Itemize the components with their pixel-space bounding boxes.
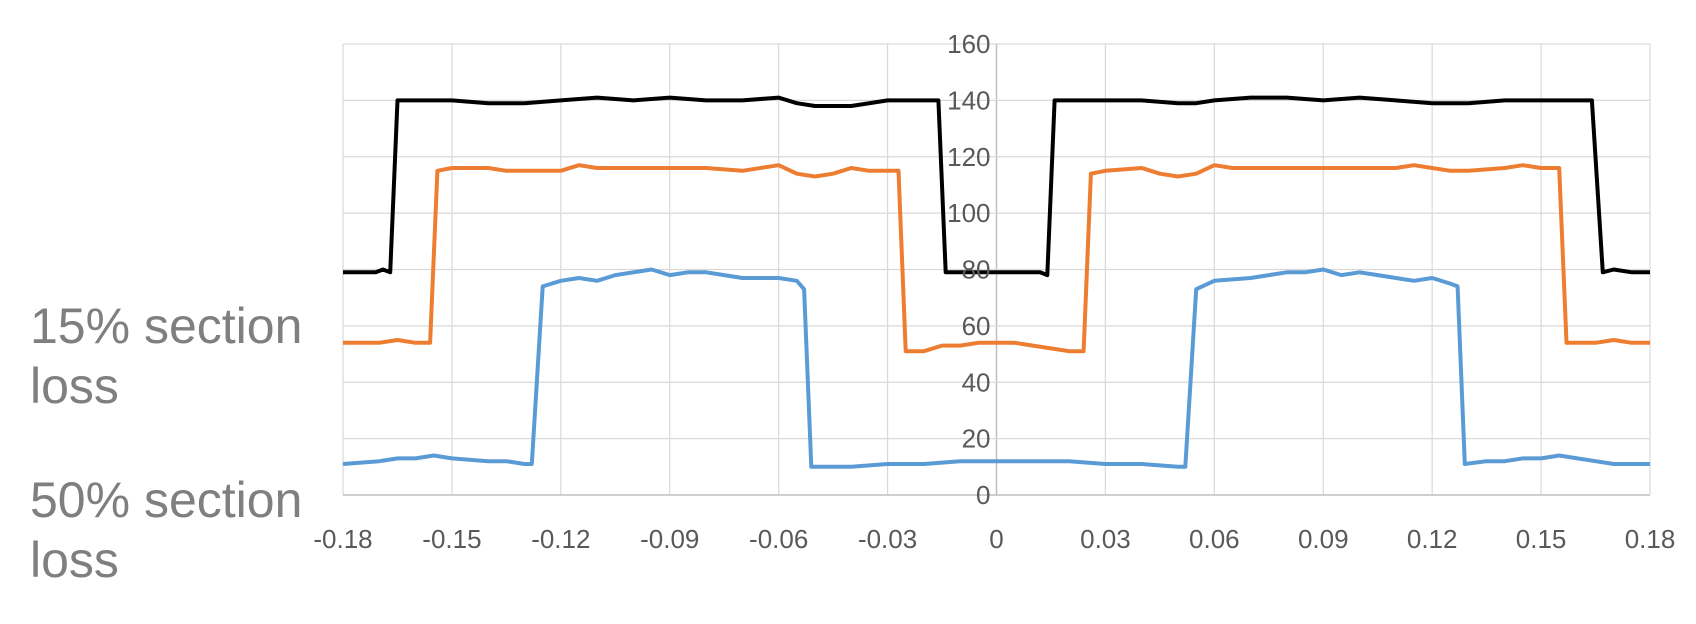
section-loss-label-15: 15% section loss: [30, 298, 303, 414]
y-tick-label: 120: [947, 142, 990, 172]
y-tick-label: 40: [962, 367, 991, 397]
y-tick-label: 20: [962, 424, 991, 454]
series-line-3: [342, 267, 1650, 469]
x-tick-label: -0.06: [749, 524, 808, 554]
series-group: [342, 95, 1650, 469]
x-tick-label: 0.15: [1516, 524, 1567, 554]
y-tick-label: 100: [947, 198, 990, 228]
y-axis: 0 20 40 60 80 100 120 140 160: [947, 29, 990, 510]
x-tick-label: 0.12: [1407, 524, 1458, 554]
y-tick-label: 160: [947, 29, 990, 59]
x-tick-label: -0.18: [313, 524, 372, 554]
y-tick-label: 80: [962, 255, 991, 285]
x-tick-label: 0.06: [1189, 524, 1240, 554]
x-tick-label: 0.03: [1080, 524, 1131, 554]
x-tick-label: -0.12: [531, 524, 590, 554]
x-tick-label: -0.09: [640, 524, 699, 554]
y-tick-label: 60: [962, 311, 991, 341]
y-tick-label: 0: [976, 480, 990, 510]
series-line-1: [343, 95, 1650, 278]
x-tick-label: 0.18: [1625, 524, 1676, 554]
x-tick-label: -0.03: [858, 524, 917, 554]
series-line-2: [343, 163, 1650, 354]
x-tick-label: 0.09: [1298, 524, 1349, 554]
x-tick-label: 0: [989, 524, 1003, 554]
x-tick-label: -0.15: [422, 524, 481, 554]
grid-lines: [342, 43, 1651, 496]
section-loss-label-50: 50% section loss: [30, 472, 303, 588]
y-tick-label: 140: [947, 85, 990, 115]
x-axis: -0.18 -0.15 -0.12 -0.09 -0.06 -0.03 0 0.03 0.06 0…: [313, 524, 1675, 554]
